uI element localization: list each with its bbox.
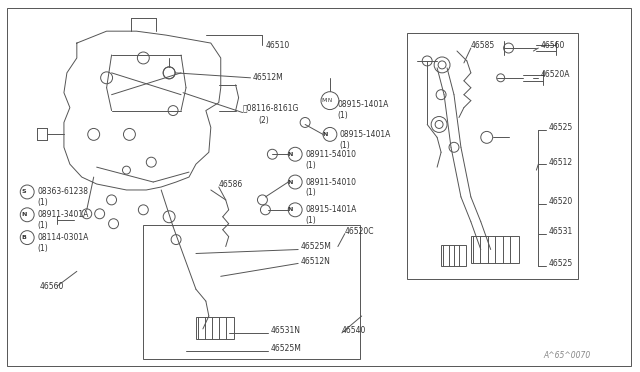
Text: (1): (1): [305, 189, 316, 198]
Text: 08363-61238: 08363-61238: [37, 187, 88, 196]
Text: 46520C: 46520C: [345, 227, 374, 236]
Text: 46560: 46560: [540, 41, 564, 49]
Text: 08915-1401A: 08915-1401A: [338, 100, 389, 109]
Text: Ⓑ08116-8161G: Ⓑ08116-8161G: [243, 103, 299, 112]
Text: (1): (1): [340, 141, 351, 150]
Text: N: N: [22, 212, 27, 217]
Text: 46512M: 46512M: [253, 73, 284, 82]
Text: N: N: [287, 207, 293, 212]
Text: (2): (2): [259, 116, 269, 125]
Text: S: S: [22, 189, 26, 195]
Text: 46525: 46525: [548, 123, 573, 132]
Text: 08911-3401A: 08911-3401A: [37, 210, 88, 219]
Text: 46531N: 46531N: [270, 326, 300, 336]
Bar: [471, 235, 518, 263]
Text: 46510: 46510: [266, 41, 290, 49]
Text: 46525M: 46525M: [270, 344, 301, 353]
Text: 46586: 46586: [219, 180, 243, 189]
Text: 46585: 46585: [471, 41, 495, 49]
Text: 46512: 46512: [548, 158, 572, 167]
Text: B: B: [22, 235, 27, 240]
Text: 46540: 46540: [342, 326, 366, 336]
Text: N: N: [287, 152, 293, 157]
Text: (1): (1): [37, 221, 48, 230]
Text: N: N: [328, 98, 332, 103]
Text: (1): (1): [338, 111, 349, 120]
Text: (1): (1): [37, 244, 48, 253]
Text: 46520A: 46520A: [540, 70, 570, 79]
Text: N: N: [323, 132, 328, 137]
Text: (1): (1): [37, 198, 48, 207]
Text: 46512N: 46512N: [300, 257, 330, 266]
Text: (1): (1): [305, 161, 316, 170]
Bar: [441, 244, 466, 266]
Text: 46525: 46525: [548, 259, 573, 268]
Text: (1): (1): [305, 216, 316, 225]
Bar: [407, 33, 578, 279]
Text: 08911-54010: 08911-54010: [305, 177, 356, 186]
Text: N: N: [287, 180, 293, 185]
Text: 46520: 46520: [548, 198, 573, 206]
Text: 08915-1401A: 08915-1401A: [305, 205, 356, 214]
Bar: [143, 225, 360, 359]
Text: 08114-0301A: 08114-0301A: [37, 233, 88, 242]
Text: 08911-54010: 08911-54010: [305, 150, 356, 159]
Bar: [196, 317, 234, 339]
Text: 46560: 46560: [40, 282, 65, 291]
Text: 08915-1401A: 08915-1401A: [340, 130, 391, 139]
Text: A^65^0070: A^65^0070: [543, 351, 591, 360]
Text: 46531: 46531: [548, 227, 573, 236]
Text: M: M: [321, 98, 326, 103]
Text: 46525M: 46525M: [300, 242, 331, 251]
